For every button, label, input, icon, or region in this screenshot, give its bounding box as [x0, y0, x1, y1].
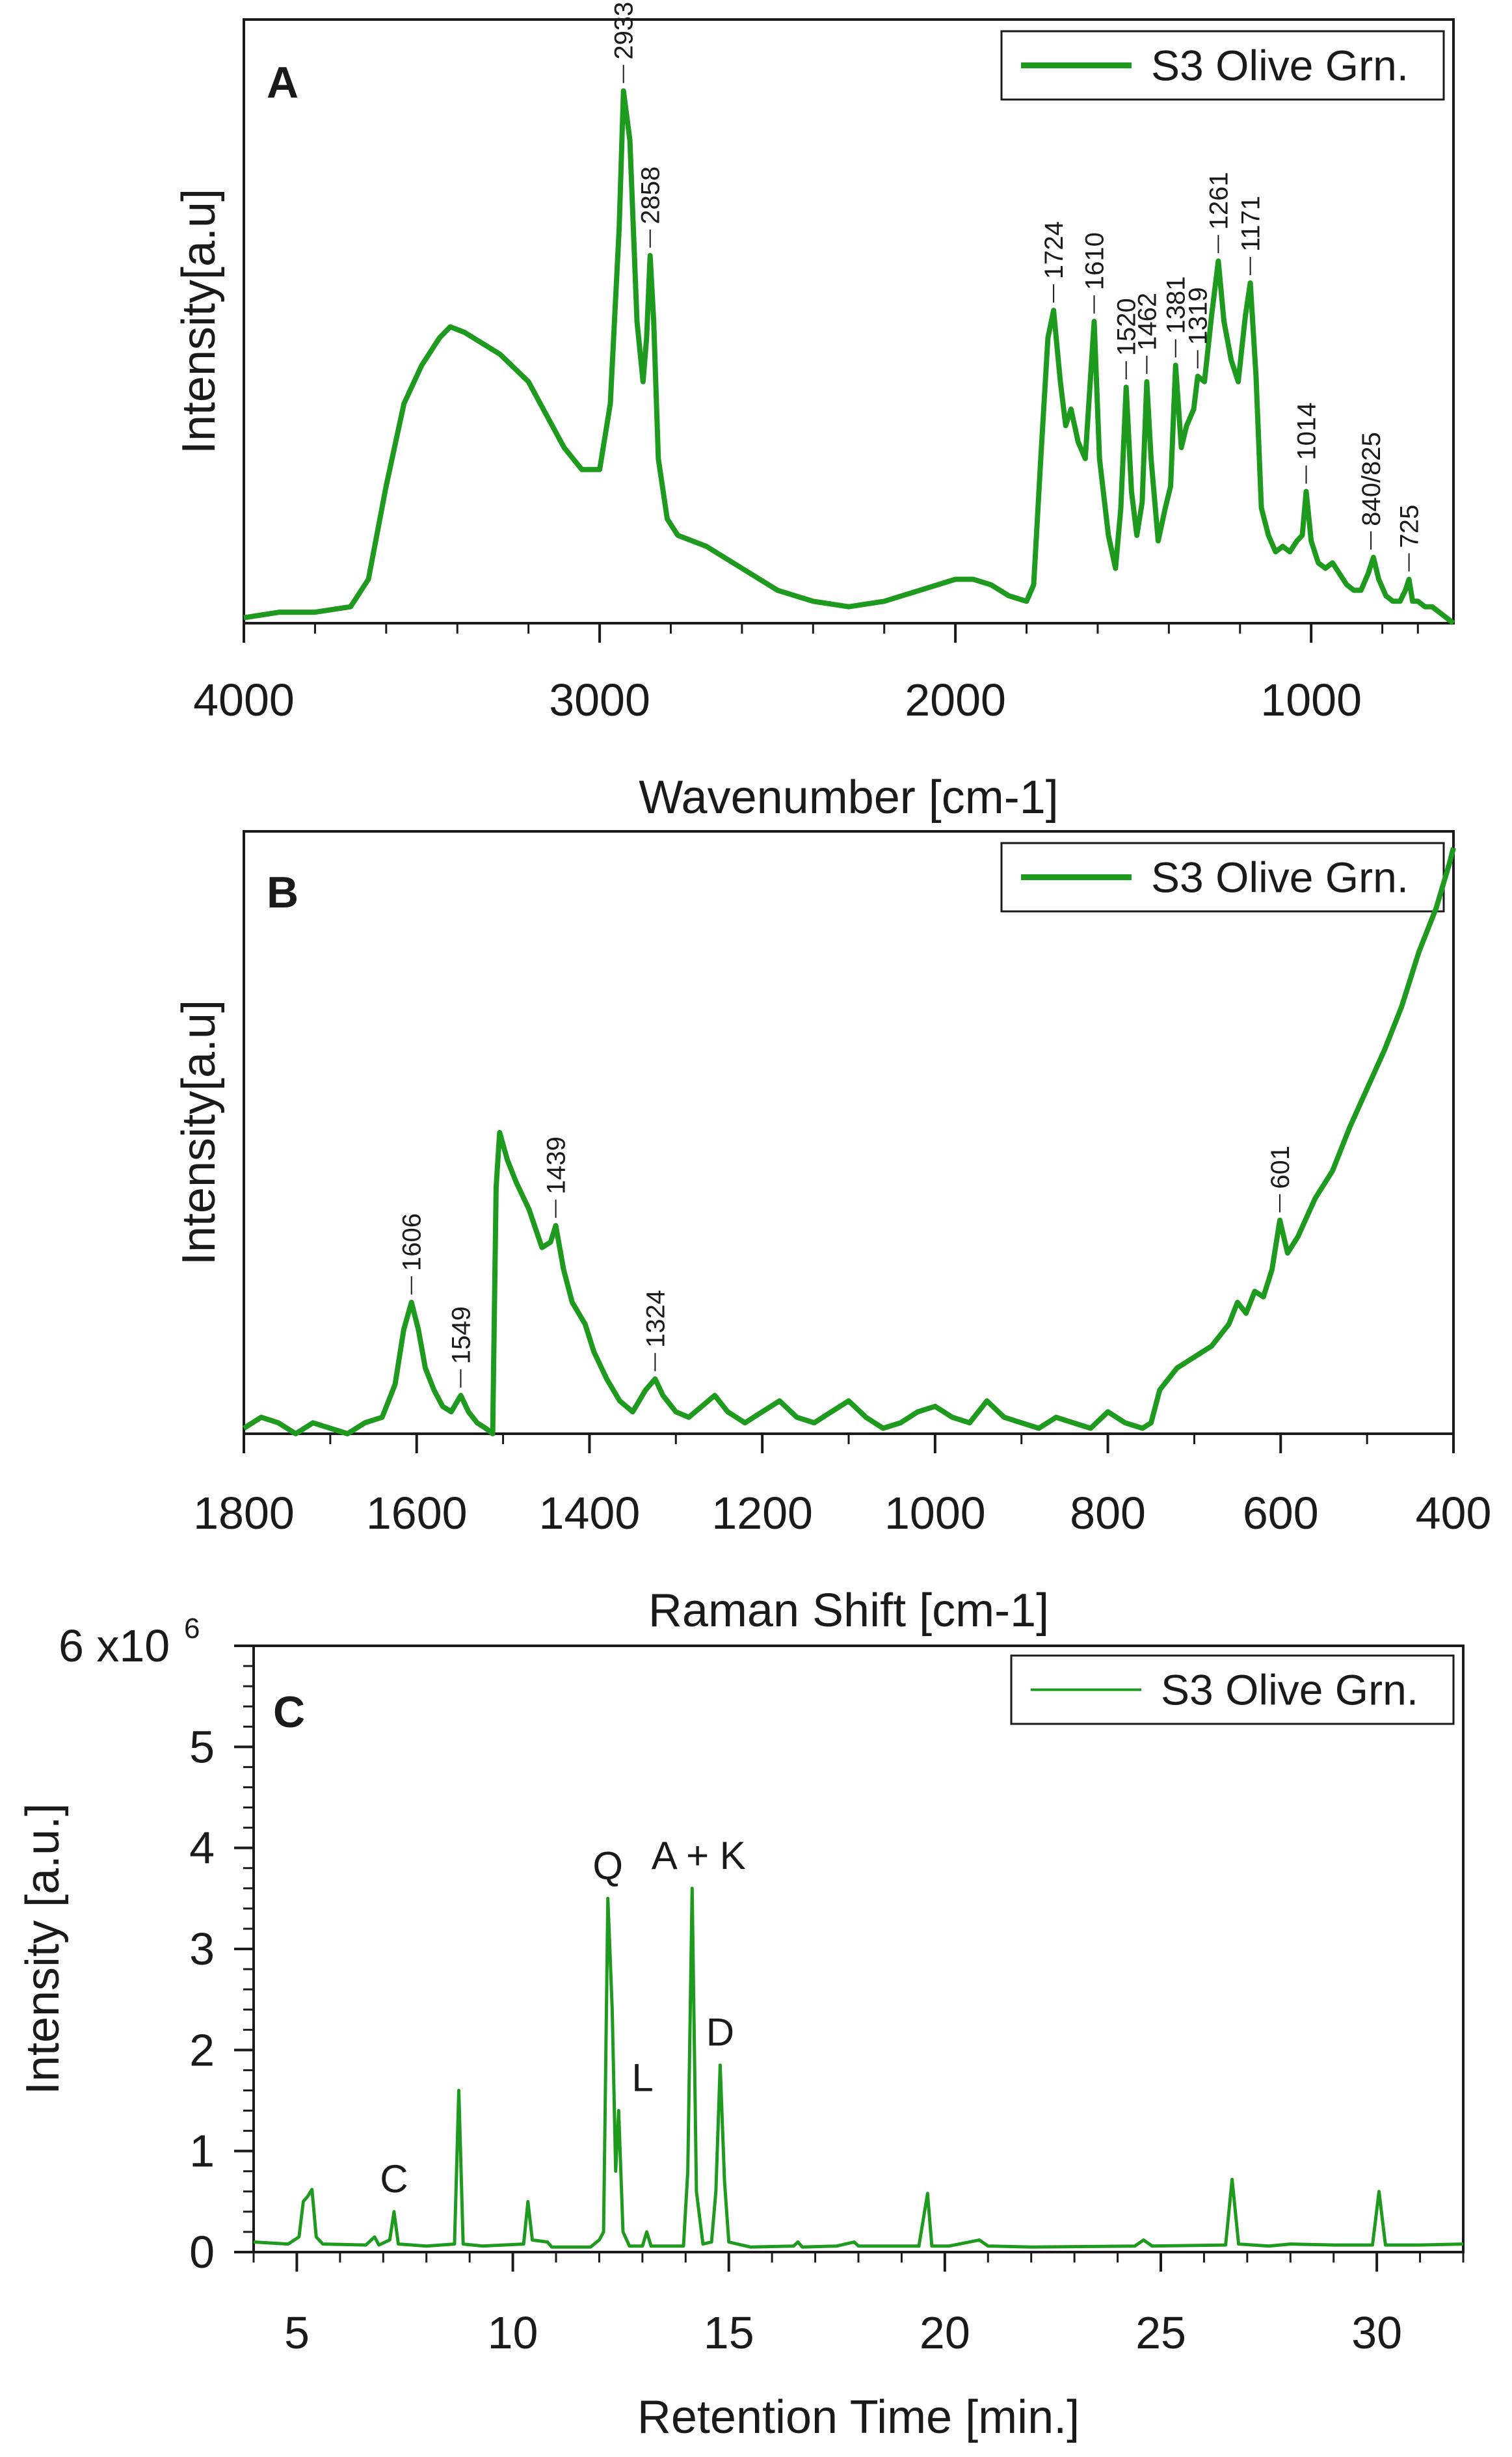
panel-c-chromatogram-chart: 5 10 15 20 25 30 0 1 2 3 4 5 6 x10 6 Retention Time [m…	[17, 1613, 1465, 2443]
peak-label: A + K	[652, 1834, 746, 1877]
peak-label: 1439	[542, 1136, 571, 1194]
peak-label: 1549	[447, 1306, 475, 1364]
x-tick-label: 2000	[905, 675, 1006, 725]
peak-label: 1610	[1080, 232, 1109, 290]
series-line	[242, 847, 1456, 1436]
peak-label: 1261	[1204, 172, 1233, 230]
peak-label: D	[706, 2011, 734, 2054]
x-axis-title: Raman Shift [cm-1]	[648, 1585, 1049, 1637]
x-tick-label: 25	[1135, 2307, 1186, 2358]
plot-frame	[243, 830, 1455, 1435]
peak-label: 1520	[1113, 298, 1141, 356]
panel-a-ftir-chart: 4000 3000 2000 1000 Wavenumber [cm-1] Intensi…	[173, 2, 1455, 824]
y-axis-title: Intensity[a.u]	[173, 1000, 225, 1265]
y-axis-title: Intensity [a.u.]	[17, 1803, 69, 2095]
y-tick-label: 1	[189, 2126, 215, 2177]
peak-label: 601	[1266, 1146, 1295, 1189]
x-tick-label: 15	[704, 2307, 754, 2358]
y-axis-multiplier-label: 6 x10	[59, 1620, 170, 1671]
x-axis-title: Wavenumber [cm-1]	[639, 772, 1059, 824]
y-tick-label: 4	[189, 1823, 215, 1873]
plot-frame	[243, 18, 1455, 624]
x-tick-label: 4000	[193, 675, 295, 725]
x-tick-label: 1000	[1260, 675, 1362, 725]
peak-label: 2933	[610, 2, 639, 60]
peak-label: 1324	[641, 1290, 670, 1348]
x-tick-label: 1400	[539, 1488, 641, 1538]
plot-frame	[252, 1645, 1465, 2253]
series-line	[243, 88, 1455, 626]
x-tick-label: 800	[1070, 1488, 1146, 1538]
x-tick-label: 400	[1416, 1488, 1492, 1538]
x-tick-label: 20	[920, 2307, 970, 2358]
x-tick-label: 1000	[884, 1488, 986, 1538]
x-tick-label: 30	[1351, 2307, 1402, 2358]
y-tick-label: 3	[189, 1924, 215, 1974]
peak-label: 725	[1396, 505, 1424, 548]
series-line	[253, 1886, 1464, 2249]
peak-label: 1724	[1040, 221, 1068, 279]
peak-label: 1014	[1293, 403, 1321, 461]
x-tick-label: 3000	[549, 675, 650, 725]
y-tick-label: 5	[189, 1721, 215, 1772]
y-tick-label: 0	[189, 2227, 215, 2277]
y-tick-label: 2	[189, 2024, 215, 2075]
x-axis-title: Retention Time [min.]	[637, 2391, 1080, 2443]
peak-label: 1462	[1133, 293, 1161, 351]
panel-b-raman-chart: 1800 1600 1400 1200 1000 800 600 400 Raman Shift…	[173, 830, 1492, 1637]
legend-box	[1000, 30, 1445, 101]
panel-letter: A	[267, 58, 298, 107]
x-tick-label: 600	[1243, 1488, 1319, 1538]
y-axis-title: Intensity[a.u]	[173, 189, 225, 454]
panel-letter: B	[267, 868, 298, 917]
x-tick-label: 1200	[711, 1488, 813, 1538]
peak-label: 1171	[1237, 196, 1266, 252]
peak-label: 1319	[1184, 287, 1213, 345]
peak-label: Q	[592, 1844, 623, 1887]
y-axis-multiplier-exponent: 6	[184, 1613, 200, 1645]
peak-label: 2858	[637, 167, 665, 224]
x-tick-label: 1800	[193, 1488, 295, 1538]
peak-label: C	[380, 2157, 408, 2201]
legend-label: S3 Olive Grn.	[1151, 42, 1409, 90]
x-tick-label: 10	[488, 2307, 538, 2358]
legend-label: S3 Olive Grn.	[1151, 853, 1409, 902]
legend-label: S3 Olive Grn.	[1161, 1666, 1418, 1714]
peak-label: L	[631, 2056, 653, 2100]
panel-letter: C	[273, 1687, 305, 1737]
x-tick-label: 5	[284, 2307, 310, 2358]
x-tick-label: 1600	[366, 1488, 468, 1538]
peak-label: 840/825	[1357, 432, 1386, 526]
peak-label: 1381	[1162, 276, 1191, 334]
peak-label: 1606	[398, 1213, 427, 1271]
